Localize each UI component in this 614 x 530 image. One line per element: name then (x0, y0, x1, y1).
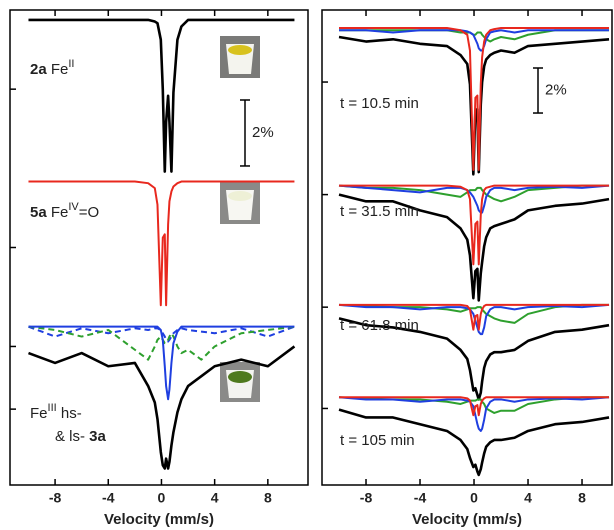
annotation: 2a FeII (30, 58, 75, 78)
spectrum-line (339, 184, 610, 266)
spectrum-line (338, 317, 610, 401)
x-tick-label: 4 (211, 490, 219, 506)
x-tick-label: 4 (524, 490, 532, 506)
annotation-part: Fe (47, 204, 69, 221)
vial-photo (220, 362, 260, 402)
spectrum-line (28, 18, 295, 173)
spectrum-line (338, 303, 610, 336)
spectrum-line (339, 303, 610, 331)
vial-photo (220, 36, 260, 78)
annotation-part: t = 10.5 min (340, 95, 419, 112)
annotation-part: Fe (47, 61, 69, 78)
scale-bar-label: 2% (545, 81, 567, 98)
spectrum-line (339, 27, 610, 171)
annotation-part: Fe (30, 405, 48, 422)
annotation-part: hs- (57, 405, 82, 422)
x-tick-label: 0 (158, 490, 166, 506)
annotation-part: IV (68, 201, 79, 213)
spectrum-line (338, 303, 610, 324)
spectrum-line (338, 396, 610, 414)
annotation-part: III (48, 402, 57, 414)
x-axis-label: Velocity (mm/s) (104, 511, 214, 528)
annotation: & ls- 3a (55, 428, 107, 445)
spectrum-line (338, 396, 610, 432)
spectrum-line (28, 325, 295, 401)
x-tick-label: 8 (578, 490, 586, 506)
spectrum-line (338, 184, 610, 203)
vial-photo (220, 182, 260, 224)
annotation-part: & ls- (55, 428, 89, 445)
x-tick-label: -8 (49, 490, 62, 506)
x-tick-label: -4 (102, 490, 115, 506)
annotation: t = 31.5 min (340, 203, 419, 220)
spectrum-line (28, 180, 295, 307)
annotation: t = 10.5 min (340, 95, 419, 112)
annotation: 5a FeIV=O (30, 201, 99, 221)
spectrum-line (338, 184, 610, 214)
x-axis-label: Velocity (mm/s) (412, 511, 522, 528)
x-tick-label: -4 (414, 490, 427, 506)
annotation-part: II (68, 58, 74, 70)
spectrum-line (338, 408, 610, 477)
annotation: FeIII hs- (30, 402, 82, 422)
annotation-part: t = 61.8 min (340, 317, 419, 334)
spectrum-line (28, 345, 296, 470)
annotation-part: t = 105 min (340, 432, 415, 449)
annotation: t = 105 min (340, 432, 415, 449)
spectrum-line (339, 396, 610, 417)
spectrum-line (338, 193, 610, 302)
scale-bar-label: 2% (252, 124, 274, 141)
plot-area (28, 18, 296, 470)
annotation-part: =O (79, 204, 99, 221)
annotation-part: 3a (89, 428, 106, 445)
x-tick-label: 8 (264, 490, 272, 506)
x-tick-label: -8 (360, 490, 373, 506)
annotation-part: 5a (30, 204, 47, 221)
annotation-part: t = 31.5 min (340, 203, 419, 220)
spectrum-line (28, 325, 295, 343)
plot-frame (321, 9, 613, 486)
annotation: t = 61.8 min (340, 317, 419, 334)
x-tick-label: 0 (470, 490, 478, 506)
plot-area (338, 27, 610, 477)
spectrum-line (339, 29, 610, 52)
annotation-part: 2a (30, 61, 47, 78)
